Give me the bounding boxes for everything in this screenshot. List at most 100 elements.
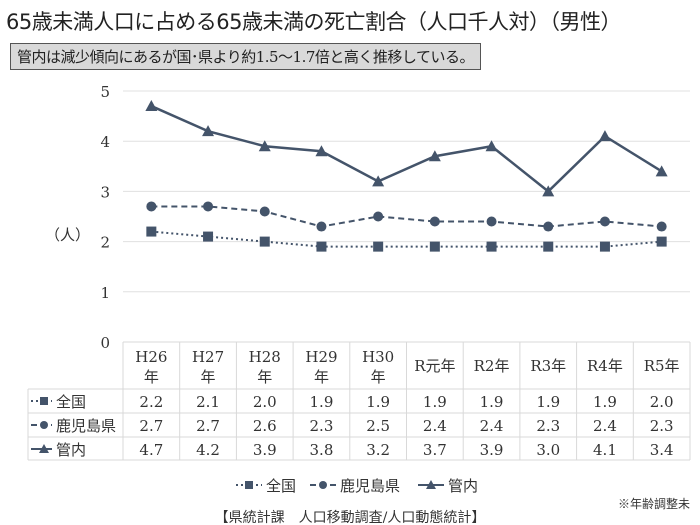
y-tick-label: 5	[100, 83, 110, 101]
data-label: 1.9	[536, 393, 560, 411]
data-label: 2.7	[139, 417, 163, 435]
data-point	[259, 236, 270, 247]
data-point	[316, 241, 327, 252]
chart-subtitle: 管内は減少傾向にあるが国･県より約1.5～1.7倍と高く推移している。	[10, 43, 481, 70]
data-point	[543, 221, 554, 232]
category-label: R元年	[414, 357, 455, 375]
category-label: H27	[192, 348, 224, 366]
data-point	[599, 216, 610, 227]
data-label: 3.2	[366, 441, 390, 459]
data-label: 1.9	[310, 393, 334, 411]
data-label: 3.9	[253, 441, 277, 459]
data-label: 2.1	[196, 393, 220, 411]
data-label: 4.7	[139, 441, 163, 459]
data-point	[542, 185, 555, 197]
data-point	[315, 145, 328, 157]
legend-key-marker	[40, 421, 48, 429]
data-point	[655, 165, 668, 177]
data-point	[203, 231, 214, 242]
category-label: R5年	[644, 357, 680, 375]
data-point	[316, 221, 327, 232]
category-label: 年	[371, 368, 386, 386]
category-label: 年	[257, 368, 272, 386]
series-line-0	[151, 230, 662, 248]
data-label: 1.9	[423, 393, 447, 411]
category-label: H26	[135, 348, 167, 366]
data-point	[485, 140, 498, 152]
y-tick-label: 2	[100, 234, 110, 252]
data-point	[146, 226, 157, 237]
data-label: 2.4	[423, 417, 447, 435]
data-label: 2.3	[536, 417, 560, 435]
data-point	[258, 140, 271, 152]
y-tick-label: 0	[100, 334, 110, 352]
data-point	[429, 241, 440, 252]
category-label: H29	[305, 348, 337, 366]
category-label: R4年	[587, 357, 623, 375]
data-label: 3.9	[480, 441, 504, 459]
category-label: 年	[314, 368, 329, 386]
legend-marker	[245, 481, 253, 489]
note: ※年齢調整未	[618, 496, 690, 511]
category-label: R3年	[530, 357, 566, 375]
y-tick-label: 1	[100, 284, 110, 302]
data-label: 1.9	[593, 393, 617, 411]
data-point	[203, 201, 214, 212]
legend-key-marker	[40, 397, 48, 405]
legend-label: 鹿児島県	[340, 477, 400, 495]
data-label: 2.0	[650, 393, 674, 411]
data-point	[373, 211, 384, 222]
category-label: H28	[249, 348, 281, 366]
y-tick-label: 4	[100, 133, 110, 151]
series-line-2	[150, 104, 663, 194]
data-label: 3.8	[310, 441, 334, 459]
legend-marker	[319, 481, 327, 489]
data-point	[428, 150, 441, 162]
row-label: 全国	[56, 393, 86, 411]
data-label: 4.2	[196, 441, 220, 459]
data-label: 2.3	[310, 417, 334, 435]
y-tick-label: 3	[100, 183, 110, 201]
data-label: 2.4	[480, 417, 504, 435]
data-point	[486, 241, 497, 252]
legend-key-marker	[39, 444, 49, 453]
category-label: 年	[201, 368, 216, 386]
data-point	[372, 175, 385, 187]
data-label: 2.3	[650, 417, 674, 435]
source: 【県統計課 人口移動調査/人口動態統計】	[215, 510, 486, 525]
data-label: 2.2	[139, 393, 163, 411]
data-point	[486, 216, 497, 227]
data-label: 2.4	[593, 417, 617, 435]
data-label: 2.7	[196, 417, 220, 435]
category-label: R2年	[474, 357, 510, 375]
legend-marker	[426, 480, 436, 489]
data-point	[656, 221, 667, 232]
data-label: 4.1	[593, 441, 617, 459]
category-label: H30	[362, 348, 394, 366]
data-label: 2.0	[253, 393, 277, 411]
row-label: 管内	[56, 441, 86, 459]
y-axis-label: （人）	[45, 226, 90, 244]
data-point	[259, 206, 270, 217]
data-point	[145, 100, 158, 112]
legend-label: 全国	[266, 477, 296, 495]
chart-title: 65歳未満人口に占める65歳未満の死亡割合（人口千人対）（男性）	[6, 10, 621, 34]
data-point	[656, 236, 667, 247]
data-label: 2.6	[253, 417, 277, 435]
data-label: 3.0	[536, 441, 560, 459]
data-point	[429, 216, 440, 227]
data-label: 2.5	[366, 417, 390, 435]
row-label: 鹿児島県	[56, 417, 116, 435]
data-label: 1.9	[480, 393, 504, 411]
data-point	[543, 241, 554, 252]
data-point	[202, 125, 215, 137]
data-point	[599, 241, 610, 252]
data-point	[373, 241, 384, 252]
data-label: 3.7	[423, 441, 447, 459]
data-label: 1.9	[366, 393, 390, 411]
series-line-1	[151, 205, 662, 228]
legend-label: 管内	[448, 477, 478, 495]
data-point	[146, 201, 157, 212]
data-point	[598, 130, 611, 142]
